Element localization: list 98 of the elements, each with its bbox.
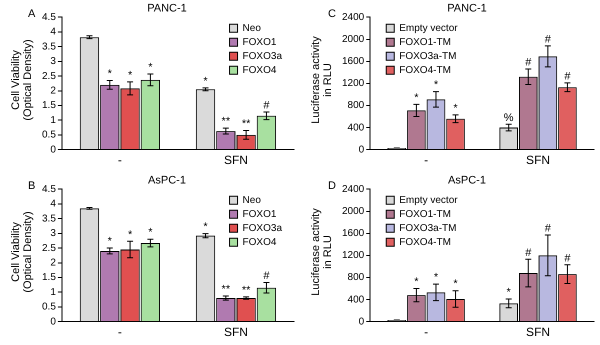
y-tick-label: 0 [358,316,365,328]
y-tick-label: 800 [348,272,365,284]
data-label: # [263,99,270,112]
y-tick-label: 800 [348,100,365,112]
data-label: % [504,112,514,124]
data-label: * [148,226,154,239]
legend-label: FOXO4 [242,64,277,76]
legend-label: FOXO1 [242,208,277,220]
legend-label: FOXO1-TM [399,208,451,220]
text: D [328,180,336,192]
legend-label: Neo [242,22,262,34]
data-label: # [564,252,572,264]
x-tick-label: SFN [526,153,550,168]
y-tick-label: 1600 [342,228,365,240]
y-tick-label: 1 [50,286,56,298]
data-label: # [564,70,572,82]
data-label: * [108,236,113,248]
y-tick-label: 2400 [342,12,365,23]
text: B [28,180,36,192]
y-tick-label: 3.5 [42,41,56,52]
legend-label: Empty vector [399,22,458,34]
x-tick-label: - [118,153,122,168]
y-tick-label: 3 [50,228,56,240]
y-tick-label: 400 [348,122,365,134]
data-label: * [148,62,154,74]
y-tick-label: 4 [50,26,56,38]
data-label: * [434,272,439,284]
y-tick-label: 2400 [342,184,365,195]
data-label: * [453,102,458,114]
data-label: # [544,222,552,235]
y-tick-label: 1.5 [42,272,56,284]
legend-label: Neo [242,194,262,206]
y-tick-label: 0.5 [42,130,56,141]
x-tick-label: - [118,325,122,340]
x-tick-label: - [424,325,428,340]
legend-label: FOXO4-TM [399,64,451,76]
data-label: ** [222,284,231,296]
data-label: * [108,68,113,80]
chart-title: AsPC-1 [448,174,486,187]
y-tick-label: 2000 [342,34,365,46]
y-axis-title: Luciferase activity in RLU [310,207,334,298]
y-axis-title: Cell Viability (Optical Density) [10,210,34,295]
y-tick-label: 1600 [342,56,365,68]
y-tick-label: 3 [50,56,56,68]
y-axis-title: Cell Viability (Optical Density) [10,38,34,123]
data-label: ** [222,116,231,128]
y-tick-label: 2 [50,86,56,97]
data-label: # [544,33,552,46]
legend-label: FOXO3a-TM [399,50,456,62]
y-axis-title: Luciferase activity in RLU [310,35,334,126]
legend-label: FOXO1 [242,36,277,48]
data-label: * [128,228,133,241]
x-tick-label: SFN [224,153,248,168]
data-label: # [263,270,270,282]
legend-label: FOXO4-TM [399,236,451,248]
data-label: * [434,79,439,92]
data-label: * [203,75,208,88]
y-tick-label: 400 [348,294,365,306]
legend-label: FOXO3a [242,222,282,234]
y-tick-label: 1 [50,114,56,126]
y-tick-label: 4 [50,198,56,210]
x-tick-label: SFN [224,325,248,340]
data-label: # [525,246,532,259]
y-tick-label: 0 [358,144,365,156]
y-tick-label: 3.5 [42,213,56,224]
chart-title: PANC-1 [447,2,487,15]
text: A [28,8,36,20]
legend-label: Empty vector [399,194,458,206]
y-tick-label: 4.5 [42,184,56,195]
y-tick-label: 0.5 [42,302,56,313]
legend-label: FOXO3a-TM [399,222,456,234]
text: C [328,8,336,20]
data-label: * [453,278,458,290]
data-label: ** [242,284,252,296]
y-tick-label: 4.5 [42,12,56,23]
x-tick-label: SFN [526,325,550,340]
legend-label: FOXO4 [242,236,277,248]
data-label: * [128,69,133,82]
y-tick-label: 1200 [342,250,365,262]
y-tick-label: 1200 [342,78,365,90]
data-label: * [203,221,208,234]
data-label: * [506,286,512,299]
data-label: # [525,56,532,69]
legend-label: FOXO3a [242,50,282,62]
data-label: ** [242,118,252,130]
y-tick-label: 2.5 [42,70,56,82]
data-label: * [414,276,420,288]
y-tick-label: 2.5 [42,242,56,254]
chart-title: AsPC-1 [148,174,186,187]
y-tick-label: 0 [50,316,56,328]
data-label: * [414,92,420,104]
y-tick-label: 1.5 [42,100,56,112]
legend-label: FOXO1-TM [399,36,451,48]
y-tick-label: 2000 [342,206,365,218]
y-tick-label: 0 [50,144,56,156]
chart-title: PANC-1 [147,2,187,15]
x-tick-label: - [424,153,428,168]
y-tick-label: 2 [50,258,56,269]
